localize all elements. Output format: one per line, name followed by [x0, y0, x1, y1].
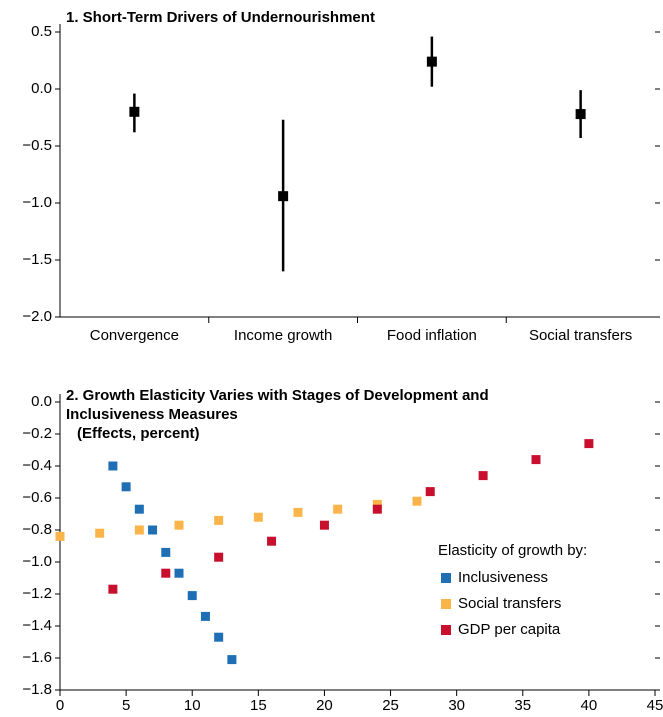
x-tick-label: Food inflation — [387, 327, 477, 344]
legend-swatch — [441, 599, 451, 609]
x-tick-label: 15 — [250, 697, 267, 714]
point — [372, 499, 382, 509]
point — [200, 611, 210, 621]
point — [227, 655, 237, 665]
point — [319, 520, 329, 530]
y-tick-label: 0.0 — [31, 80, 52, 97]
x-tick-label: 0 — [56, 697, 64, 714]
y-tick-label: −1.4 — [22, 617, 52, 634]
x-tick-label: 5 — [122, 697, 130, 714]
y-tick-label: −0.6 — [22, 489, 52, 506]
y-tick-label: 0.0 — [31, 393, 52, 410]
point — [134, 504, 144, 514]
point — [214, 515, 224, 525]
point — [108, 584, 118, 594]
y-tick-label: −1.6 — [22, 649, 52, 666]
x-tick-label: Social transfers — [529, 327, 632, 344]
legend-title: Elasticity of growth by: — [438, 542, 587, 559]
point — [148, 525, 158, 535]
point — [187, 591, 197, 601]
y-tick-label: −0.5 — [22, 137, 52, 154]
point — [575, 109, 586, 120]
point — [372, 504, 382, 514]
point — [426, 56, 437, 67]
legend-swatch — [441, 625, 451, 635]
point — [108, 461, 118, 471]
point — [584, 439, 594, 449]
y-tick-label: −0.4 — [22, 457, 52, 474]
point — [129, 106, 140, 117]
point — [293, 507, 303, 517]
point — [174, 520, 184, 530]
point — [95, 528, 105, 538]
point — [134, 525, 144, 535]
point — [253, 512, 263, 522]
point — [161, 568, 171, 578]
x-tick-label: 10 — [184, 697, 201, 714]
point — [214, 632, 224, 642]
y-tick-label: 0.5 — [31, 23, 52, 40]
chart-title: 2. Growth Elasticity Varies with Stages … — [66, 386, 586, 424]
point — [333, 504, 343, 514]
y-tick-label: −2.0 — [22, 308, 52, 325]
legend-label: Inclusiveness — [458, 569, 548, 586]
x-tick-label: 25 — [382, 697, 399, 714]
y-tick-label: −1.0 — [22, 553, 52, 570]
x-tick-label: Income growth — [234, 327, 332, 344]
legend-label: Social transfers — [458, 595, 561, 612]
point — [412, 496, 422, 506]
point — [425, 487, 435, 497]
x-tick-label: 30 — [448, 697, 465, 714]
y-tick-label: −0.8 — [22, 521, 52, 538]
y-tick-label: −0.2 — [22, 425, 52, 442]
legend-swatch — [441, 573, 451, 583]
point — [267, 536, 277, 546]
y-tick-label: −1.8 — [22, 681, 52, 698]
x-tick-label: 45 — [647, 697, 663, 714]
y-tick-label: −1.5 — [22, 251, 52, 268]
point — [161, 547, 171, 557]
chart-subtitle: (Effects, percent) — [77, 424, 200, 443]
point — [478, 471, 488, 481]
y-tick-label: −1.0 — [22, 194, 52, 211]
point — [121, 482, 131, 492]
legend-label: GDP per capita — [458, 621, 561, 638]
point — [531, 455, 541, 465]
point — [174, 568, 184, 578]
point — [55, 531, 65, 541]
point — [278, 191, 289, 202]
chart-title: 1. Short-Term Drivers of Undernourishmen… — [66, 8, 375, 27]
x-tick-label: 35 — [514, 697, 531, 714]
y-tick-label: −1.2 — [22, 585, 52, 602]
x-tick-label: Convergence — [90, 327, 179, 344]
x-tick-label: 20 — [316, 697, 333, 714]
point — [214, 552, 224, 562]
x-tick-label: 40 — [581, 697, 598, 714]
